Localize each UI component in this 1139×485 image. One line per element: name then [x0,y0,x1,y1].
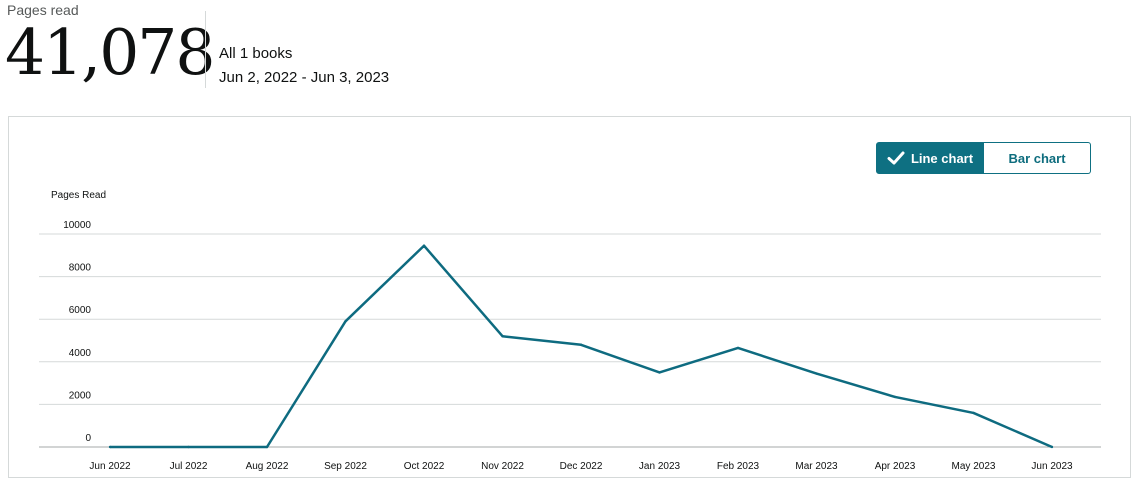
y-tick-label: 10000 [63,220,91,231]
x-tick-label: Jun 2022 [89,461,131,472]
x-tick-label: Dec 2022 [560,461,603,472]
x-tick-label: Feb 2023 [717,461,760,472]
check-icon [887,151,905,165]
y-tick-label: 6000 [69,305,92,316]
x-tick-label: Nov 2022 [481,461,524,472]
x-tick-label: Apr 2023 [875,461,916,472]
series-line [110,244,1053,449]
x-tick-label: Mar 2023 [795,461,838,472]
pages-read-total: 41,078 [5,16,215,89]
x-tick-label: Aug 2022 [246,461,289,472]
data-point [658,371,661,374]
x-tick-label: Oct 2022 [404,461,445,472]
data-point [187,445,190,449]
bar-chart-button[interactable]: Bar chart [984,142,1091,174]
data-point [893,395,897,399]
reading-summary: Pages read 41,078 All 1 books Jun 2, 202… [0,0,1139,110]
bar-chart-label: Bar chart [1008,150,1066,166]
x-tick-label: Jun 2023 [1031,461,1073,472]
y-tick-label: 4000 [69,348,92,359]
data-point [972,411,975,415]
y-tick-label: 2000 [69,390,92,401]
x-tick-label: Sep 2022 [324,461,367,472]
date-range: Jun 2, 2022 - Jun 3, 2023 [219,69,390,86]
data-point [422,244,426,247]
data-point [344,320,347,323]
x-tick-label: May 2023 [952,461,996,472]
data-point [1050,445,1054,449]
data-point [579,343,583,346]
line-chart-label: Line chart [910,150,974,166]
chart-type-toggle: Line chart Bar chart [876,142,1091,174]
data-point [815,372,818,375]
pages-read-label: Pages read [7,2,79,18]
pages-read-line-chart: Pages Read 0 2000 4000 6000 8000 10000 Jun 2022… [39,190,1101,472]
y-axis-title: Pages Read [51,190,106,201]
line-chart-button[interactable]: Line chart [876,142,984,174]
chart-panel: Pages Read 0 2000 4000 6000 8000 10000 Jun 2022… [8,116,1131,478]
y-tick-label: 0 [85,433,91,444]
data-point [736,346,740,350]
data-point [265,445,269,449]
y-tick-label: 8000 [69,263,92,274]
x-tick-label: Jul 2022 [170,461,208,472]
x-tick-label: Jan 2023 [639,461,681,472]
data-point [501,335,504,338]
data-point [108,445,112,449]
books-count: All 1 books [219,45,293,62]
summary-divider [205,11,206,88]
